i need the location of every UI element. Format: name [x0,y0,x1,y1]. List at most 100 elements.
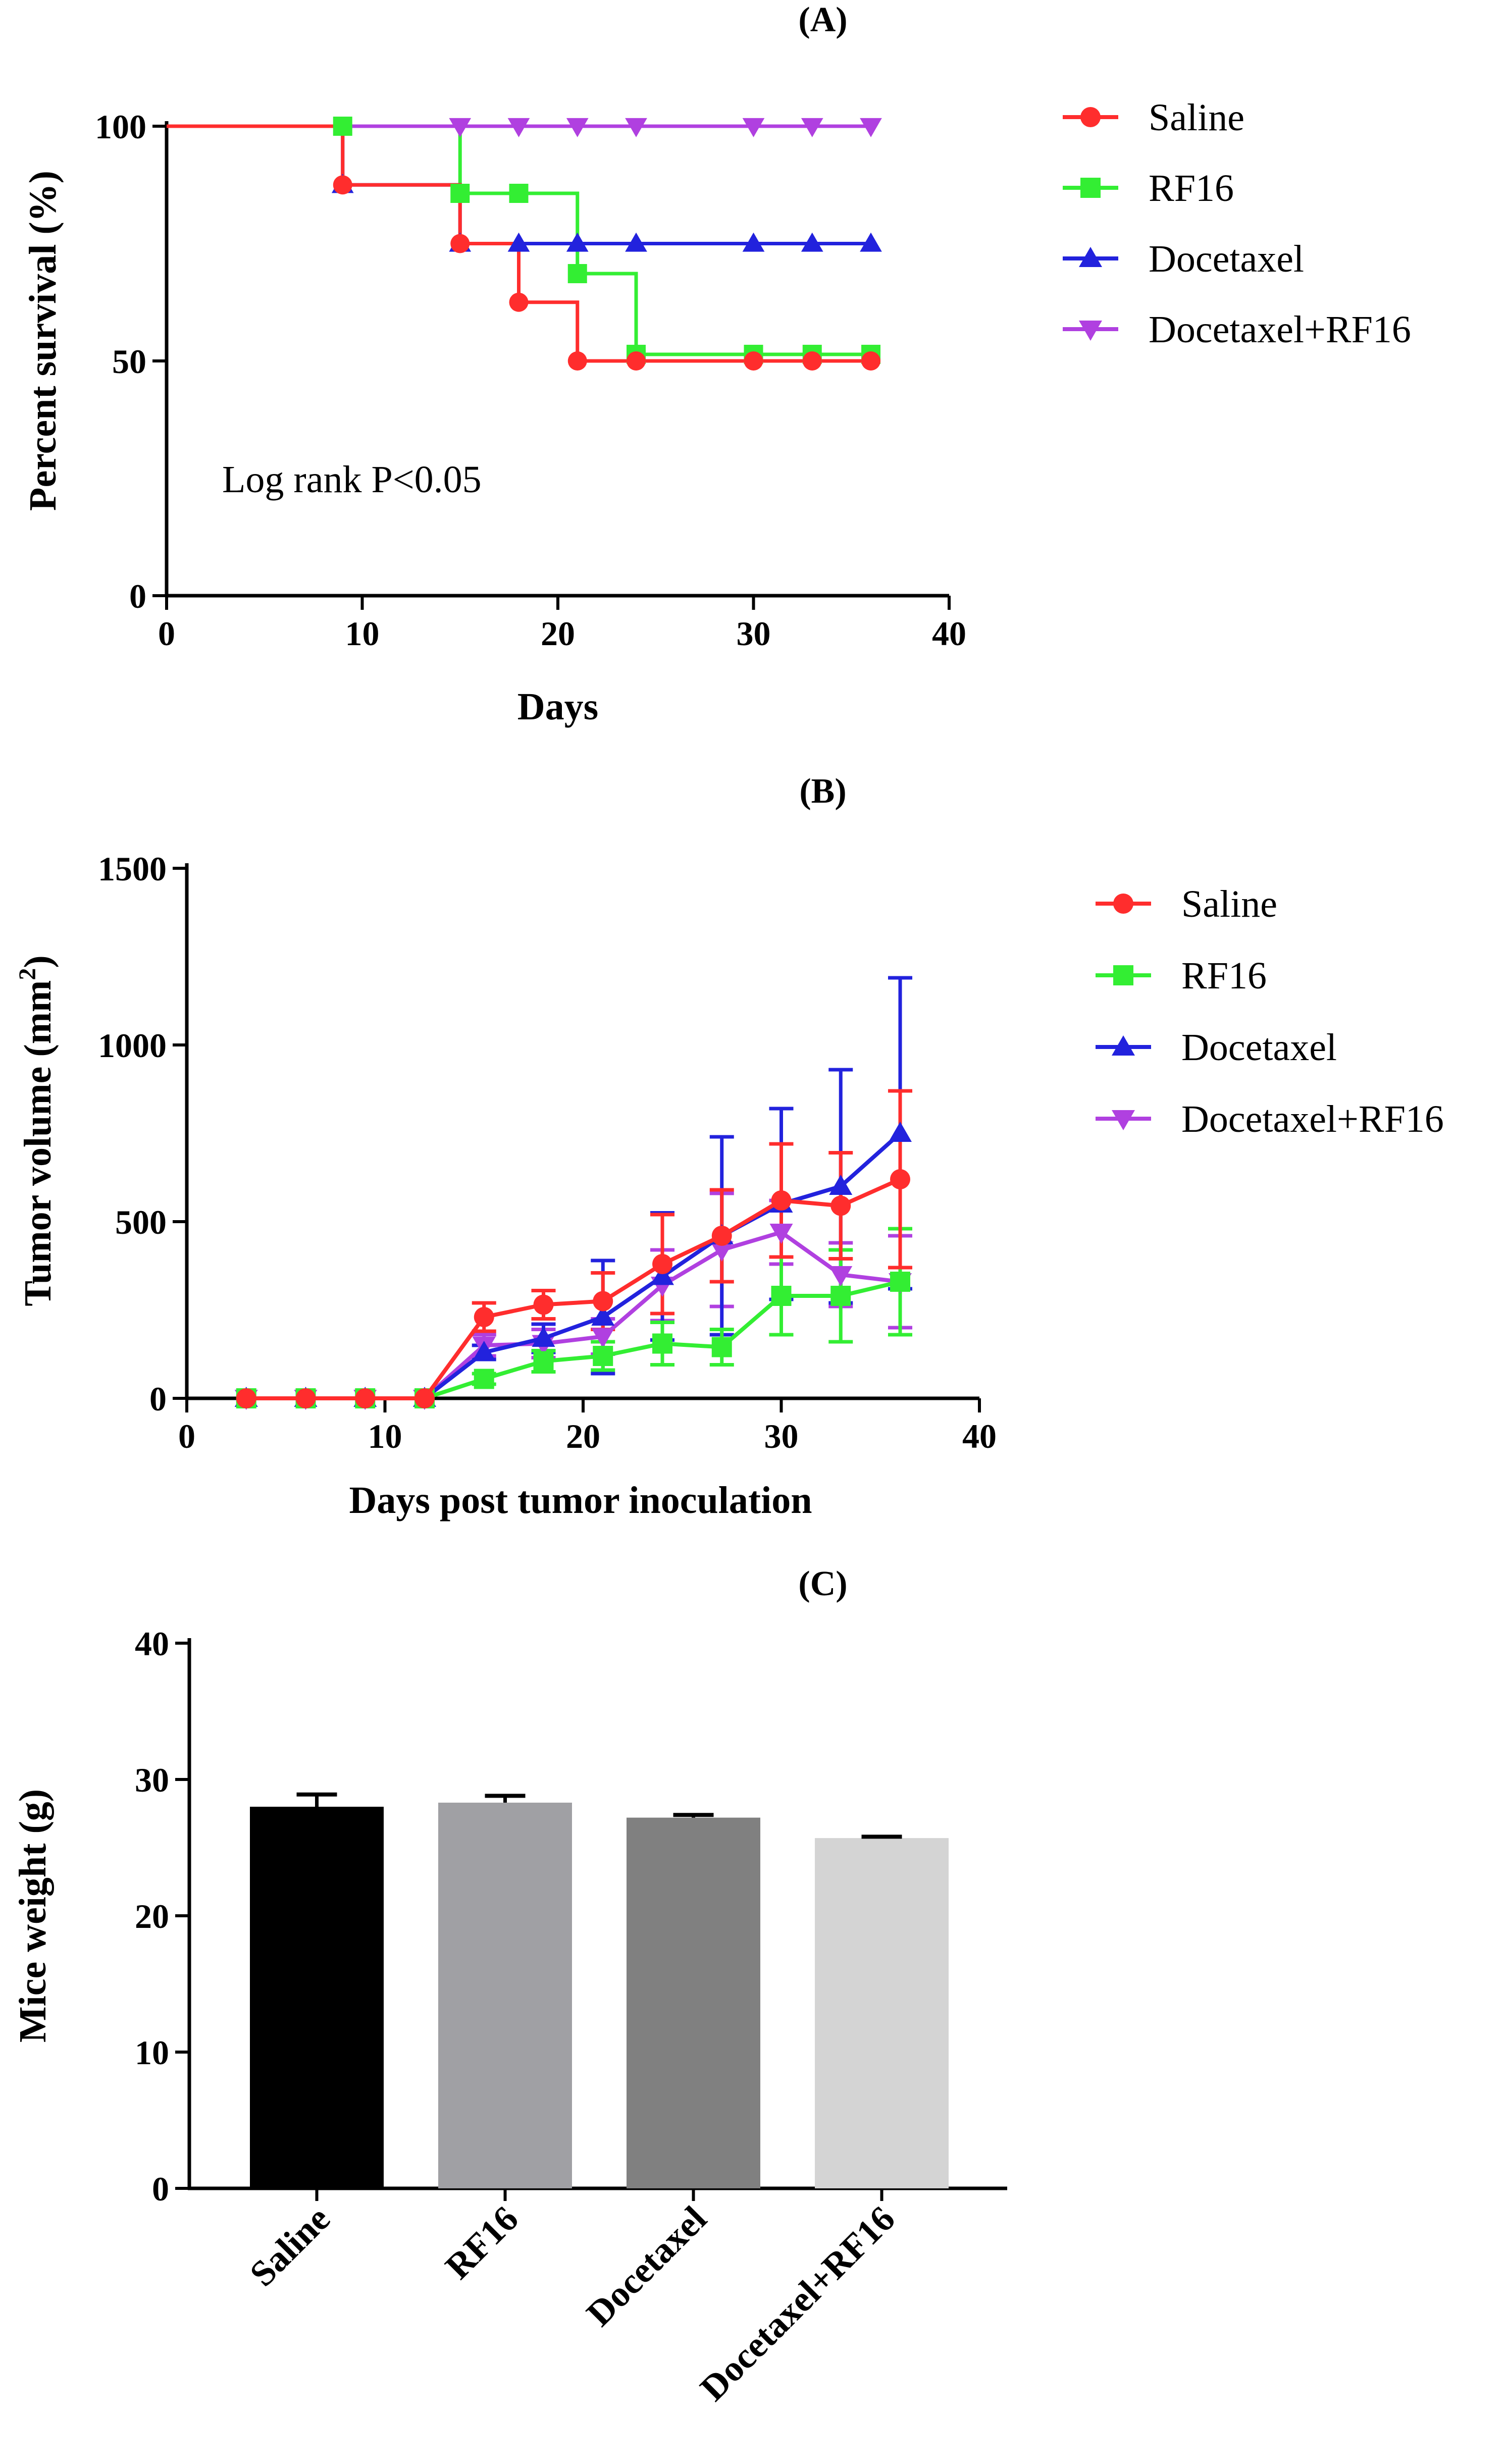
panel-b-x-tick-label: 40 [962,1417,997,1455]
panel-b-data-point [591,1328,615,1348]
panel-b-label: (B) [799,772,846,811]
panel-a-data-point [566,232,589,252]
panel-a-legend-marker [1079,321,1102,341]
panel-a-y-axis-label: Percent survival (%) [22,171,64,511]
panel-b-x-tick-label: 10 [368,1417,402,1455]
panel-b-data-point [474,1307,494,1327]
panel-b-data-point [711,1226,732,1246]
panel-c-y-tick-label: 30 [135,1761,169,1799]
panel-b-data-point [593,1291,613,1312]
panel-b-data-point [472,1341,496,1361]
panel-b-data-point [710,1241,734,1262]
panel-b-data-point [414,1388,435,1408]
panel-c-y-tick-label: 40 [135,1624,169,1663]
panel-b-x-tick-label: 30 [764,1417,799,1455]
panel-a-data-point [801,232,823,252]
panel-b-legend-marker [1112,1035,1135,1056]
panel-a-data-point [744,351,763,371]
panel-c-x-tick-label: Saline [242,2198,338,2294]
panel-b-data-point [355,1388,376,1408]
panel-b-data-point [771,1190,792,1211]
panel-a-data-point [860,118,882,137]
panel-c-x-tick-label: RF16 [437,2198,526,2287]
panel-b-data-point [890,1272,910,1292]
panel-a-y-tick-label: 100 [95,108,146,146]
panel-a-data-point [509,183,529,203]
panel-c-x-tick-label: Docetaxel+RF16 [692,2198,902,2408]
panel-b-data-point [533,1294,554,1315]
panel-b-series-line-docetaxel-rf16 [246,1230,901,1400]
panel-c-label: (C) [798,1564,847,1603]
panel-c-y-tick-label: 20 [135,1897,169,1935]
panel-a-legend-label: Docetaxel+RF16 [1149,308,1411,351]
panel-a-legend-label: Saline [1149,96,1244,139]
panel-b-y-tick-label: 0 [149,1380,167,1418]
panel-c-y-axis-label: Mice weight (g) [12,1789,54,2042]
mice-weight-chart-panel: (C) Mice weight (g) 0 10 20 30 40 Saline RF16 D… [12,1564,1007,2408]
panel-b-x-tick-label: 20 [566,1417,600,1455]
panel-a-x-axis-label: Days [517,686,598,728]
panel-c-bar [815,1838,949,2188]
panel-b-legend-label: Docetaxel [1181,1026,1337,1069]
panel-a-x-tick-label: 0 [158,614,175,653]
panel-a-data-point [450,183,470,203]
panel-b-y-axis-label-superscript: 2 [14,968,41,980]
panel-b-series-line-saline [246,1177,901,1400]
panel-a-y-tick-label: 50 [112,342,146,381]
panel-a-label: (A) [798,1,847,39]
panel-b-data-point [652,1333,672,1354]
panel-a-data-point [507,232,530,252]
panel-b-data-point [711,1337,732,1357]
panel-b-data-point [829,1175,853,1195]
panel-a-data-point [333,175,352,195]
panel-a-y-tick-label: 0 [129,577,146,615]
panel-a-legend-label: Docetaxel [1149,238,1304,280]
panel-b-x-tick-label: 0 [178,1417,195,1455]
panel-b-y-axis-label-main: Tumor volume (mm [17,980,59,1306]
panel-c-bar [627,1817,760,2188]
panel-a-data-point [625,232,647,252]
panel-a-legend-marker [1080,107,1101,127]
panel-b-legend-marker [1113,965,1133,985]
panel-b-data-point [591,1305,615,1326]
panel-a-legend-label: RF16 [1149,167,1234,209]
panel-a-x-tick-label: 30 [737,614,771,653]
panel-a-legend-marker [1080,178,1101,198]
panel-b-data-point [769,1224,793,1244]
panel-b-y-axis-label-end: ) [17,955,59,968]
panel-a-x-tick-label: 40 [932,614,966,653]
panel-b-data-point [532,1327,555,1347]
panel-a-data-point [742,232,765,252]
panel-a-data-point [627,351,646,371]
panel-a-data-point [861,351,880,371]
panel-a-data-point [625,118,647,137]
panel-b-y-axis-label: Tumor volume (mm2) [14,955,59,1306]
panel-a-data-point [801,118,823,137]
panel-a-legend-marker [1079,247,1102,267]
panel-a-data-point [567,264,587,284]
panel-b-data-point [830,1286,851,1306]
panel-a-data-point [333,117,352,136]
panel-b-y-tick-label: 1000 [98,1026,167,1065]
panel-b-data-point [771,1286,792,1306]
panel-a-data-point [742,118,765,137]
panel-b-data-point [295,1388,316,1408]
panel-b-legend-label: RF16 [1181,955,1267,997]
panel-b-legend-label: Docetaxel+RF16 [1181,1098,1444,1140]
panel-b-x-axis-label: Days post tumor inoculation [349,1479,812,1522]
panel-a-data-point [567,351,587,371]
panel-a-data-point [507,118,530,137]
panel-b-data-point [652,1254,672,1274]
panel-b-data-point [889,1122,912,1142]
survival-chart-panel: (A) Percent survival (%) Days Log rank P… [22,1,1411,728]
panel-b-data-point [651,1265,674,1285]
panel-a-data-point [860,232,882,252]
panel-b-legend-marker [1112,1110,1135,1130]
panel-b-data-point [829,1266,853,1286]
panel-c-y-tick-label: 0 [152,2170,169,2208]
panel-a-annotation: Log rank P<0.05 [222,458,482,501]
panel-b-data-point [474,1369,494,1389]
panel-a-data-point [802,351,822,371]
panel-b-y-tick-label: 500 [115,1203,167,1241]
